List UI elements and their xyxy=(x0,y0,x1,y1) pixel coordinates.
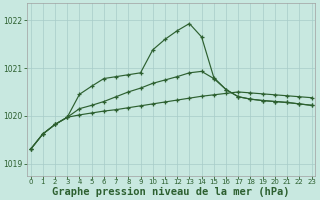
X-axis label: Graphe pression niveau de la mer (hPa): Graphe pression niveau de la mer (hPa) xyxy=(52,186,290,197)
